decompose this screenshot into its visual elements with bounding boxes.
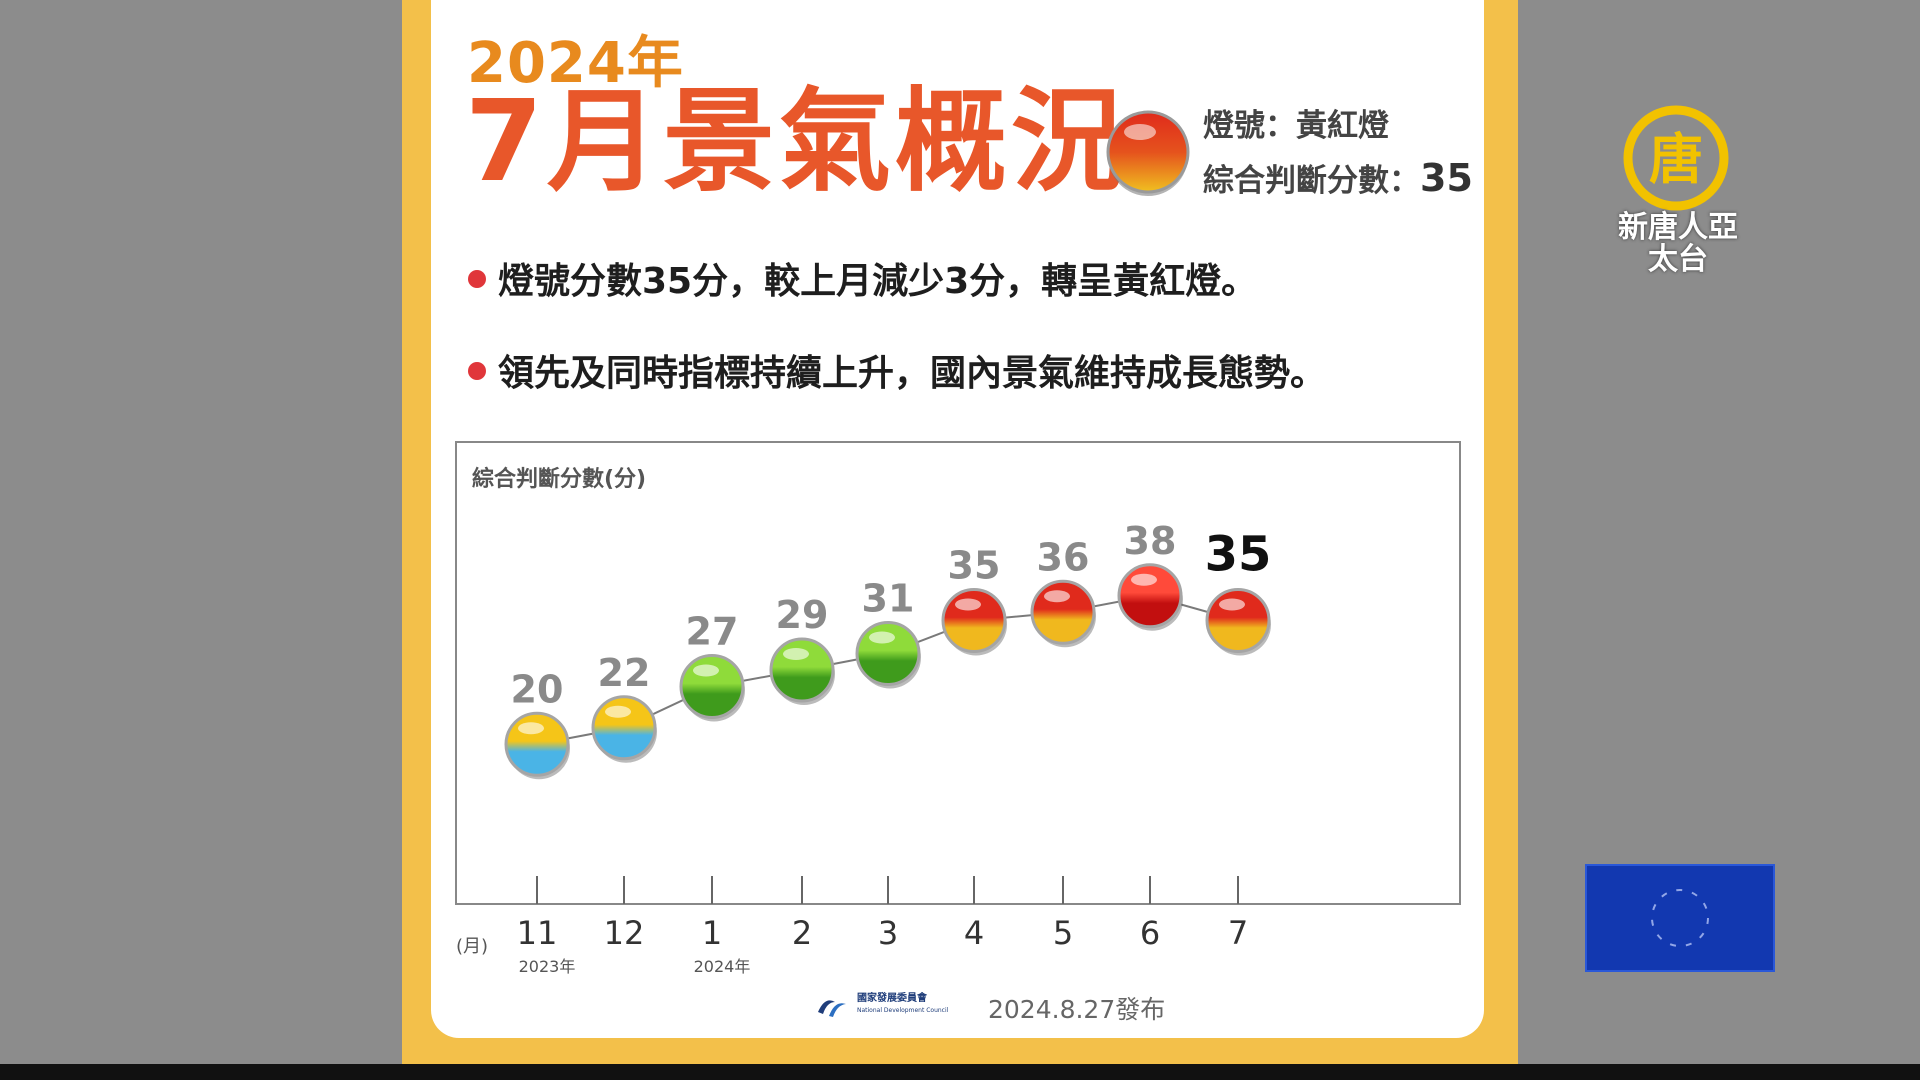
point-highlight xyxy=(605,705,631,718)
ntd-logo-icon: 唐 xyxy=(1623,105,1729,211)
light-label: 燈號：黃紅燈 xyxy=(1203,108,1389,144)
x-unit-label: (月) xyxy=(456,936,488,957)
data-point xyxy=(769,637,835,703)
score-chart: 綜合判斷分數(分) (月) 11 20 12 22 1 27 2 29 3 31 4 35 5 36 6 38… xyxy=(455,441,1461,976)
data-point xyxy=(1205,588,1271,653)
bullet-dot-icon xyxy=(468,362,486,380)
data-label: 22 xyxy=(598,651,651,695)
score-value: 35 xyxy=(1420,156,1473,200)
blue-video-box xyxy=(1585,864,1775,972)
point-highlight xyxy=(1044,590,1070,603)
data-point xyxy=(1030,579,1096,645)
x-tick-label: 12 xyxy=(604,914,645,952)
bullet-text-1: 燈號分數35分，較上月減少3分，轉呈黃紅燈。 xyxy=(498,261,1258,302)
data-label: 35 xyxy=(1205,527,1272,583)
data-label: 31 xyxy=(862,577,915,621)
point-highlight xyxy=(869,631,895,644)
data-label: 35 xyxy=(948,544,1001,588)
data-label: 29 xyxy=(776,593,829,637)
svg-text:唐: 唐 xyxy=(1649,128,1703,191)
agency-block: 國家發展委員會 National Development Council xyxy=(815,988,977,1022)
data-label: 20 xyxy=(511,667,564,711)
page-title: 7月景氣概況 xyxy=(465,77,1127,207)
plot-frame xyxy=(455,441,1461,905)
x-tick-label: 6 xyxy=(1140,914,1160,952)
data-label: 36 xyxy=(1037,535,1090,579)
year-label: 2024年 xyxy=(694,957,751,976)
data-point xyxy=(679,654,745,719)
data-point xyxy=(591,695,657,761)
release-date: 2024.8.27發布 xyxy=(988,995,1166,1024)
data-point xyxy=(1117,563,1183,629)
point-highlight xyxy=(693,664,719,677)
y-axis-label: 綜合判斷分數(分) xyxy=(472,466,646,492)
data-point xyxy=(504,711,570,777)
point-highlight xyxy=(1219,598,1245,611)
ndc-logo-icon xyxy=(818,1000,846,1017)
point-highlight xyxy=(955,598,981,611)
x-tick-label: 1 xyxy=(702,914,722,952)
x-tick-label: 5 xyxy=(1053,914,1073,952)
point-highlight xyxy=(518,722,544,735)
x-tick-label: 11 xyxy=(517,914,558,952)
sparkle-ring-icon xyxy=(1651,889,1709,947)
data-point xyxy=(855,621,921,686)
bullet-text-2: 領先及同時指標持續上升，國內景氣維持成長態勢。 xyxy=(498,353,1327,394)
data-point xyxy=(941,588,1007,653)
x-tick-label: 3 xyxy=(878,914,898,952)
x-tick-label: 7 xyxy=(1228,914,1248,952)
data-label: 27 xyxy=(686,610,739,654)
agency-name: 國家發展委員會 National Development Council xyxy=(857,993,949,1014)
data-label: 38 xyxy=(1124,519,1177,563)
score-line: 綜合判斷分數：35 xyxy=(1203,152,1473,207)
point-highlight xyxy=(783,648,809,660)
year-title: 2024年 xyxy=(467,31,684,96)
x-tick-label: 2 xyxy=(792,914,812,952)
bottom-bar xyxy=(0,1064,1920,1080)
bullet-2: 領先及同時指標持續上升，國內景氣維持成長態勢。 xyxy=(468,344,1326,396)
channel-name: 新唐人亞太台 xyxy=(1618,210,1738,277)
signal-light-icon xyxy=(1106,110,1190,196)
score-label: 綜合判斷分數： xyxy=(1203,163,1420,199)
bullet-1: 燈號分數35分，較上月減少3分，轉呈黃紅燈。 xyxy=(468,252,1257,304)
light-info: 燈號：黃紅燈 綜合判斷分數：35 xyxy=(1203,100,1473,207)
year-label: 2023年 xyxy=(519,957,576,976)
x-tick-label: 4 xyxy=(964,914,984,952)
bullet-dot-icon xyxy=(468,270,486,288)
point-highlight xyxy=(1131,573,1157,586)
